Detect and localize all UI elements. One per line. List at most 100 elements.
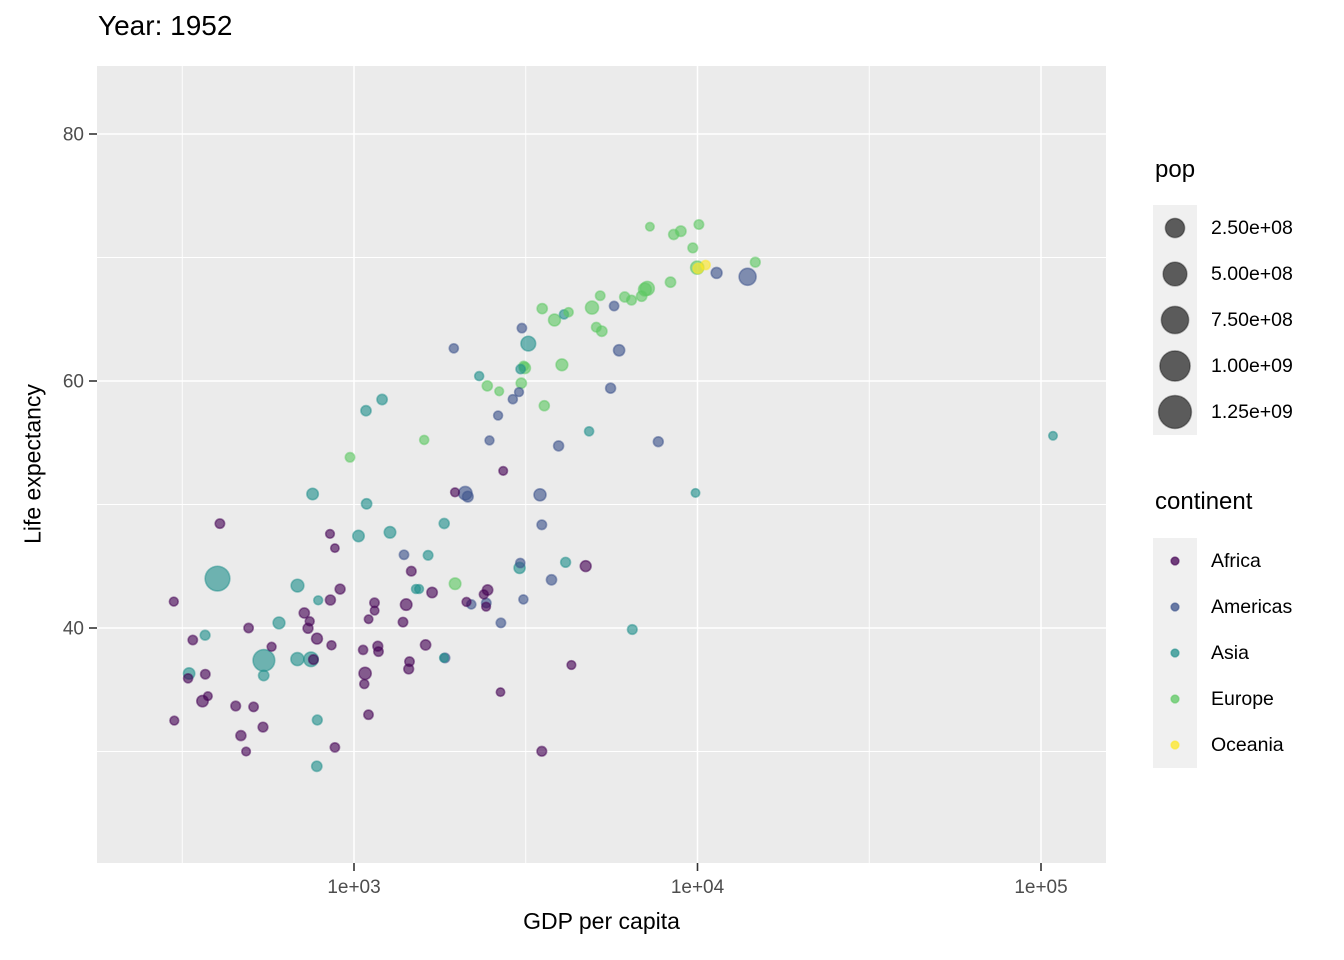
data-point [204,565,231,592]
data-point [373,646,384,658]
size-legend-entry: 7.50e+08 [1153,297,1293,343]
data-point [480,601,492,612]
data-point [604,382,617,394]
data-point [290,578,305,593]
data-point [257,669,270,682]
color-legend-label: Oceania [1211,733,1284,756]
axis-tick-marks [89,133,1042,871]
size-legend-label: 7.50e+08 [1211,308,1293,331]
size-legend: 2.50e+08 5.00e+08 7.50e+08 1.00e+09 1.25e+09 [1153,205,1293,435]
color-legend-key [1153,584,1197,630]
data-point [397,616,409,628]
data-point [310,632,324,645]
data-point [461,490,474,503]
data-point [334,583,346,595]
data-point [351,529,366,543]
data-point [507,393,519,405]
data-point [652,435,665,448]
x-axis-title: GDP per capita [523,908,680,934]
data-point [644,221,655,232]
data-point [545,573,558,586]
size-legend-label: 1.25e+09 [1211,400,1293,423]
panel-background [97,66,1106,863]
data-point [311,714,323,726]
data-point [481,380,494,392]
data-point [448,342,460,354]
color-legend-key [1153,538,1197,584]
data-point [329,543,340,554]
size-legend-key [1153,389,1197,435]
y-axis-title: Life expectancy [19,384,46,544]
data-point [306,487,320,501]
data-point [498,465,509,476]
data-point [426,586,439,599]
color-legend-circle [1170,648,1180,658]
data-point [536,519,548,531]
data-point [344,451,356,463]
data-point [518,594,529,605]
data-point [494,386,505,397]
data-point [536,745,548,757]
size-legend-circle [1162,261,1188,287]
data-point [419,638,432,651]
color-legend-glyph [1170,648,1180,658]
data-point [514,557,526,569]
data-point [199,629,211,641]
color-legend-key [1153,630,1197,676]
data-point [418,434,430,446]
data-point [369,605,380,616]
size-legend-circle [1160,305,1190,335]
color-legend-glyph [1170,694,1180,704]
color-legend-key [1153,676,1197,722]
data-point [199,668,211,680]
data-point [405,565,417,577]
data-point [484,435,495,446]
size-legend-entry: 1.25e+09 [1153,389,1293,435]
data-point [555,358,569,372]
data-point [358,666,373,681]
data-point [687,242,699,254]
data-point [533,487,547,502]
color-legend-entry: Asia [1153,630,1292,676]
y-tick-label: 40 [63,619,84,640]
size-legend-title: pop [1155,156,1196,183]
color-legend-label: Americas [1211,595,1293,618]
data-point [579,559,592,573]
data-point [635,290,648,303]
color-legend-label: Africa [1211,549,1261,572]
color-legend: Africa Americas Asia Europe Oceania [1153,538,1292,768]
data-point [310,760,323,773]
size-legend-label: 1.00e+09 [1211,354,1293,377]
gridlines-minor [97,66,1106,863]
data-point [329,741,341,753]
size-legend-glyph [1162,261,1188,287]
data-point [559,556,572,569]
data-point [230,700,242,712]
x-tick-label: 1e+03 [327,877,380,898]
gridlines-major [97,66,1106,863]
data-point [473,370,485,382]
size-legend-circle [1164,217,1186,239]
color-legend-circle [1170,556,1180,566]
x-tick-label: 1e+04 [671,877,725,898]
color-legend-title: continent [1155,488,1253,515]
y-tick-label: 60 [63,372,84,393]
data-point [583,425,595,437]
size-legend-label: 2.50e+08 [1211,216,1293,239]
size-legend-glyph [1159,350,1191,382]
data-point [168,596,180,607]
data-point [326,639,337,651]
x-tick-label: 1e+05 [1014,877,1067,898]
color-legend-circle [1170,740,1180,750]
data-point [626,623,638,636]
data-point [383,525,397,539]
data-point [594,290,606,302]
size-legend-circle [1159,350,1191,382]
data-point [360,497,373,510]
size-legend-glyph [1160,305,1190,335]
data-point [590,321,602,333]
data-point [182,672,194,684]
color-legend-glyph [1170,556,1180,566]
size-legend-label: 5.00e+08 [1211,262,1293,285]
data-point [399,598,413,612]
